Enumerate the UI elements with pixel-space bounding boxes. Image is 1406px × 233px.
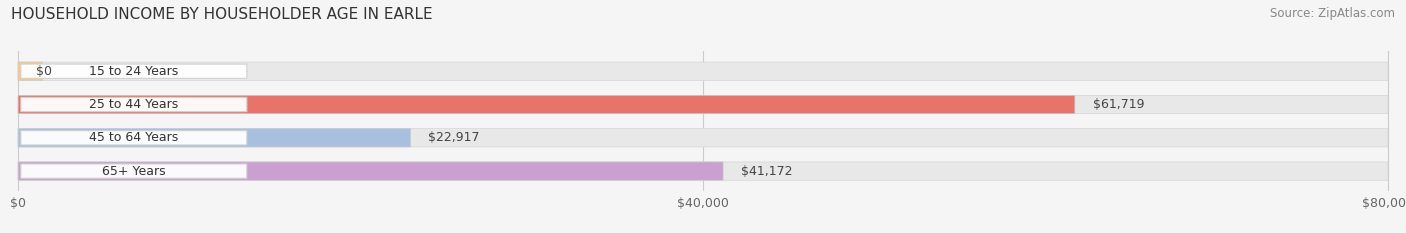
FancyBboxPatch shape bbox=[18, 62, 1388, 80]
FancyBboxPatch shape bbox=[18, 129, 1388, 147]
FancyBboxPatch shape bbox=[18, 95, 1074, 114]
FancyBboxPatch shape bbox=[21, 131, 247, 145]
FancyBboxPatch shape bbox=[21, 97, 247, 112]
Text: 15 to 24 Years: 15 to 24 Years bbox=[89, 65, 179, 78]
FancyBboxPatch shape bbox=[18, 129, 411, 147]
Text: $0: $0 bbox=[37, 65, 52, 78]
Text: Source: ZipAtlas.com: Source: ZipAtlas.com bbox=[1270, 7, 1395, 20]
Text: 25 to 44 Years: 25 to 44 Years bbox=[89, 98, 179, 111]
FancyBboxPatch shape bbox=[18, 62, 42, 80]
Text: 45 to 64 Years: 45 to 64 Years bbox=[89, 131, 179, 144]
FancyBboxPatch shape bbox=[18, 162, 723, 180]
FancyBboxPatch shape bbox=[21, 64, 247, 78]
FancyBboxPatch shape bbox=[18, 95, 1388, 114]
Text: $41,172: $41,172 bbox=[741, 164, 793, 178]
Text: $22,917: $22,917 bbox=[429, 131, 479, 144]
Text: $61,719: $61,719 bbox=[1092, 98, 1144, 111]
Text: 65+ Years: 65+ Years bbox=[103, 164, 166, 178]
Text: HOUSEHOLD INCOME BY HOUSEHOLDER AGE IN EARLE: HOUSEHOLD INCOME BY HOUSEHOLDER AGE IN E… bbox=[11, 7, 433, 22]
FancyBboxPatch shape bbox=[18, 162, 1388, 180]
FancyBboxPatch shape bbox=[21, 164, 247, 178]
